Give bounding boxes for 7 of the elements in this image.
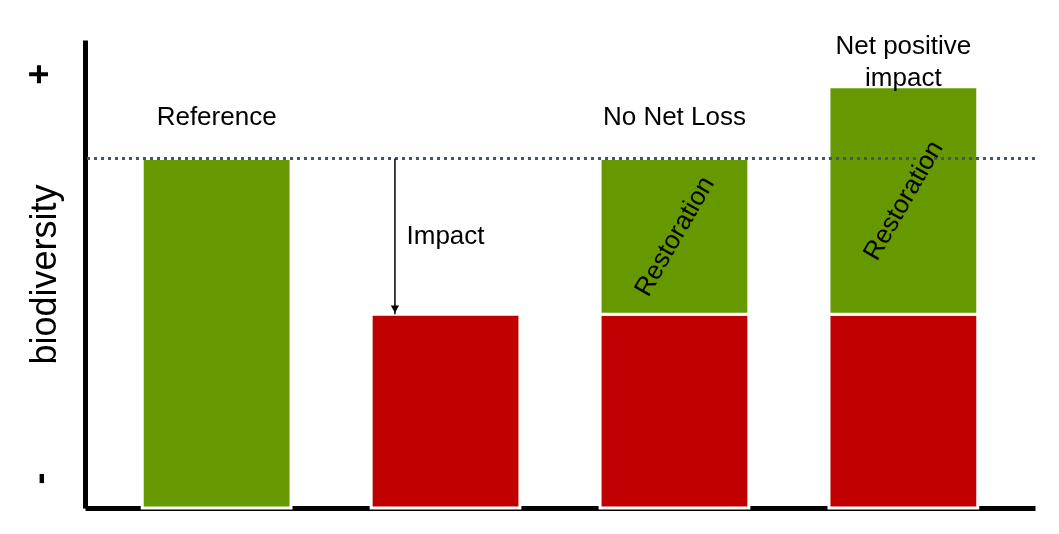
annotation: Reference [156, 101, 277, 132]
annotation: No Net Loss [602, 101, 746, 132]
annotation: Net positive impact [835, 29, 972, 92]
y-axis-title: biodiversity [22, 184, 64, 365]
text: - [18, 472, 59, 485]
text: + [18, 63, 59, 85]
annotation: Impact [406, 220, 486, 251]
